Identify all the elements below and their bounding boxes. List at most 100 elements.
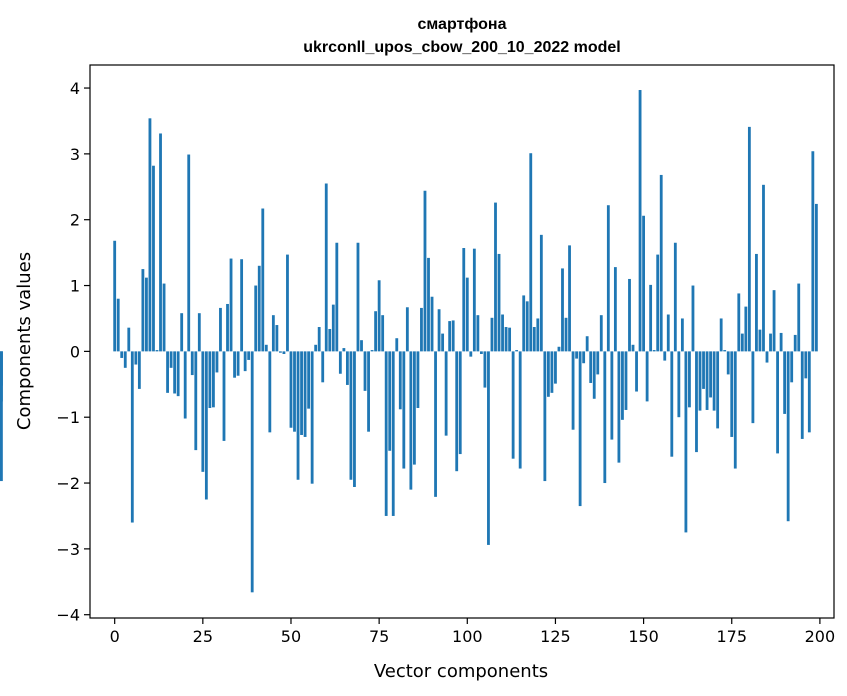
bar-component-5 — [130, 351, 134, 523]
bar-component-19 — [180, 313, 184, 352]
bar-component-99 — [462, 248, 466, 352]
bar-component-176 — [733, 351, 737, 469]
bar-component-11 — [152, 165, 155, 352]
bar-component-48 — [282, 351, 286, 354]
bar-component-73 — [370, 350, 374, 352]
bar-component-71 — [363, 351, 367, 391]
bar-component-92 — [437, 309, 441, 352]
y-tick-label: 1 — [70, 277, 80, 296]
x-tick-label: 50 — [281, 627, 301, 646]
bar-component-136 — [592, 351, 596, 399]
bar-component-53 — [300, 351, 303, 435]
x-tick-label: 25 — [193, 627, 213, 646]
bar-component-88 — [423, 190, 427, 352]
bar-component-61 — [328, 328, 332, 352]
bar-component-63 — [335, 242, 339, 352]
chart-title-line1: смартфона — [418, 16, 507, 33]
bar-component-195 — [800, 351, 804, 439]
bar-component-43 — [264, 344, 268, 352]
bar-component-16 — [169, 351, 173, 368]
bar-component-161 — [680, 318, 684, 352]
bar-component-174 — [726, 351, 730, 375]
bar-component-1 — [116, 298, 120, 352]
bar-component-6 — [134, 351, 138, 365]
bar-component-98 — [458, 351, 462, 455]
x-tick-label: 200 — [805, 627, 836, 646]
bar-component-189 — [779, 332, 783, 352]
bar-component-91 — [434, 351, 437, 497]
bar-component-42 — [261, 208, 265, 352]
bar-component-80 — [395, 338, 399, 352]
bar-component-58 — [317, 327, 321, 352]
bar-component-15 — [166, 351, 169, 393]
bar-component-undefined — [0, 351, 3, 482]
bar-component-188 — [776, 351, 779, 454]
bar-component-194 — [797, 283, 801, 352]
bar-component-65 — [342, 348, 346, 352]
bar-component-113 — [511, 351, 515, 459]
bar-component-107 — [490, 317, 494, 352]
chart-title-line2: ukrconll_upos_cbow_200_10_2022 model — [303, 39, 620, 56]
x-tick-label: 0 — [110, 627, 120, 646]
bar-component-84 — [409, 351, 413, 490]
bar-component-13 — [159, 133, 162, 352]
bar-component-145 — [624, 351, 628, 410]
bar-component-132 — [578, 351, 582, 507]
bar-component-192 — [790, 351, 794, 383]
bar-component-173 — [723, 350, 727, 352]
bar-component-164 — [691, 285, 695, 352]
bar-component-9 — [145, 277, 148, 352]
bar-component-138 — [599, 315, 603, 352]
bar-component-179 — [744, 306, 748, 352]
bar-component-89 — [427, 257, 430, 352]
y-tick-label: −3 — [56, 540, 80, 559]
bar-component-69 — [356, 242, 360, 352]
bar-component-143 — [617, 351, 621, 463]
bar-component-27 — [208, 351, 212, 408]
bar-component-83 — [405, 307, 409, 352]
bar-component-52 — [296, 351, 300, 480]
bar-component-183 — [758, 329, 762, 352]
bar-component-191 — [786, 351, 790, 522]
bar-component-72 — [367, 351, 370, 432]
bar-component-121 — [539, 234, 543, 352]
bar-component-170 — [712, 351, 716, 411]
bar-component-37 — [243, 351, 247, 372]
bar-component-128 — [564, 317, 568, 352]
bar-component-22 — [190, 351, 194, 376]
bar-component-180 — [747, 126, 751, 352]
bar-component-77 — [384, 351, 388, 516]
bar-component-162 — [684, 351, 688, 533]
bar-component-199 — [814, 203, 818, 352]
y-axis-label: Components values — [14, 252, 35, 430]
bar-component-196 — [804, 351, 808, 379]
bar-component-158 — [670, 351, 674, 457]
bar-component-166 — [698, 351, 702, 411]
y-tick-label: 3 — [70, 145, 80, 164]
bar-component-155 — [659, 174, 663, 352]
bar-component-106 — [487, 351, 490, 545]
bar-component-134 — [585, 336, 589, 352]
bar-component-44 — [268, 351, 272, 433]
bar-component-151 — [645, 351, 649, 402]
bar-component-39 — [250, 351, 254, 593]
bar-component-103 — [476, 315, 480, 352]
bar-component-90 — [430, 296, 434, 352]
bar-component-34 — [233, 351, 236, 378]
bar-component-137 — [596, 351, 600, 375]
bar-component-153 — [652, 350, 656, 352]
bar-component-140 — [606, 205, 610, 352]
bar-component-70 — [360, 340, 363, 352]
bar-component-32 — [226, 303, 229, 352]
bar-component-147 — [631, 344, 635, 352]
bar-component-87 — [420, 307, 423, 352]
bar-component-109 — [497, 253, 501, 352]
bar-component-38 — [247, 351, 251, 360]
bar-component-62 — [331, 304, 335, 352]
bar-component-25 — [201, 351, 205, 472]
bar-component-36 — [240, 259, 244, 352]
x-tick-label: 175 — [716, 627, 747, 646]
bar-component-163 — [688, 351, 691, 408]
bar-component-172 — [719, 318, 723, 352]
bar-component-93 — [441, 333, 445, 352]
